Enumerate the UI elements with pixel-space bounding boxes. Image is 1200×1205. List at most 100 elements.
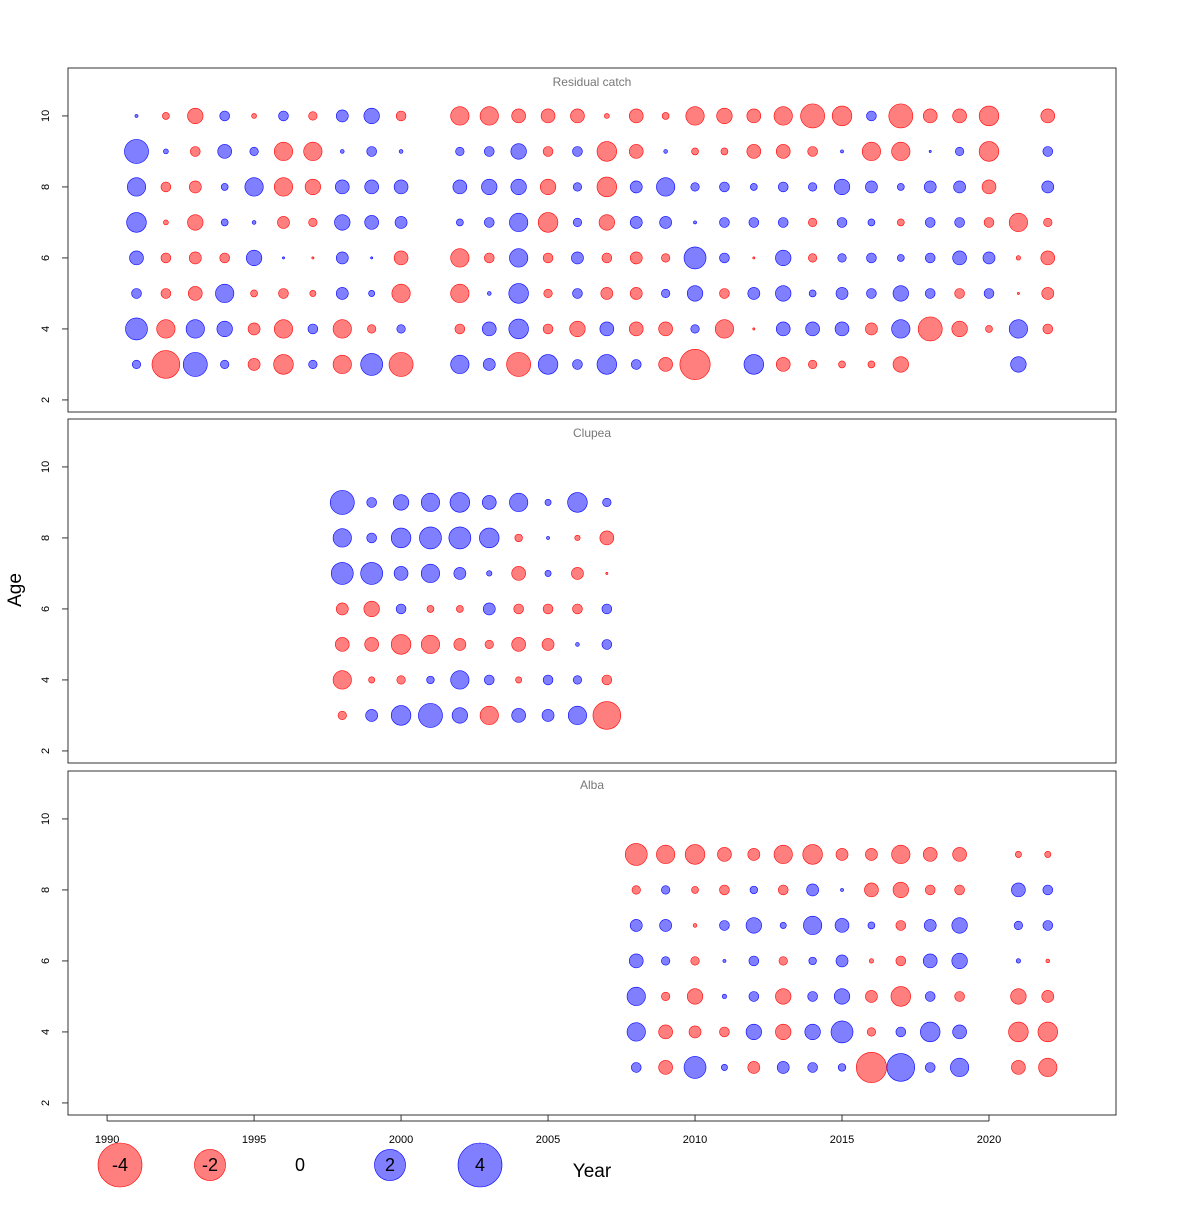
bubble [510,178,527,196]
legend-label: -4 [112,1155,128,1175]
bubble [922,953,938,969]
bubble [892,881,909,899]
bubble [924,288,936,299]
y-tick-label: 4 [40,1029,52,1035]
bubble [487,291,492,296]
bubble [163,148,169,155]
bubble [951,917,968,934]
bubble [866,288,877,299]
bubble [131,288,142,299]
panel-title: Alba [580,778,604,792]
bubble [572,182,583,192]
x-tick-label: 2005 [536,1134,560,1146]
bubble [592,701,622,730]
bubble [690,956,700,966]
bubble [628,144,644,159]
bubble [867,360,876,369]
bubble [775,144,791,159]
bubble [866,110,877,122]
bubble [398,149,404,154]
bubble [567,705,587,725]
bubble [719,920,730,931]
bubble [541,638,555,651]
bubble [332,670,352,690]
bubble [542,146,554,157]
bubble [390,705,412,726]
bubble [511,566,526,581]
bubble [273,319,293,339]
bubble [481,178,498,196]
bubble [332,528,352,548]
bubble [1040,108,1056,124]
bubble [1017,292,1020,295]
bubble [1041,990,1055,1003]
y-tick-label: 4 [40,677,52,683]
bubble [599,530,615,546]
legend-bubble [374,1149,406,1181]
bubble [835,287,849,300]
bubble [368,290,376,297]
bubble [714,319,734,339]
bubble [746,144,762,159]
bubble [277,216,290,229]
bubble [840,888,844,892]
bubble [835,848,849,861]
bubble [188,286,203,301]
bubble [509,248,529,268]
bubble [661,253,671,263]
bubble [865,990,878,1003]
bubble [1042,884,1054,896]
bubble [800,103,825,129]
bubble [482,321,497,337]
bubble [537,354,559,375]
bubble [747,287,761,300]
bubble [626,986,646,1006]
bubble [156,319,176,339]
bubble [747,848,761,861]
bubble [865,180,878,194]
bubble [542,603,554,615]
bubble [628,321,644,337]
x-tick-label: 1990 [95,1134,119,1146]
bubble [683,246,707,270]
bubble [954,217,965,228]
bubble [775,988,792,1005]
bubble [273,177,293,197]
bubble [185,319,205,339]
bubble [215,283,235,303]
bubble [308,359,318,369]
bubble [661,288,671,298]
bubble [452,179,468,195]
bubble [572,288,583,299]
legend-bubble [194,1149,226,1181]
bubble [330,562,354,585]
bubble [360,353,383,376]
bubble [217,144,232,159]
bubble [922,847,938,862]
bubble [450,283,470,303]
bubble [304,178,321,196]
bubble [686,285,704,302]
bubble [806,883,819,897]
bubble [743,354,764,375]
bubble [418,703,443,728]
bubble [778,956,788,966]
bubble [514,533,523,543]
bubble [658,357,673,372]
bubble [778,181,789,193]
bubble [542,323,554,335]
bubble [335,287,349,300]
bubble [1015,958,1021,964]
bubble [419,526,442,550]
bubble [219,110,230,122]
x-tick-label: 2020 [977,1134,1001,1146]
bubble [187,214,204,231]
bubble [626,1022,646,1042]
bubble [1042,920,1054,931]
bubble [391,283,411,303]
bubble [394,216,408,229]
bubble [596,354,617,375]
bubble [629,919,643,932]
bubble [420,634,440,654]
